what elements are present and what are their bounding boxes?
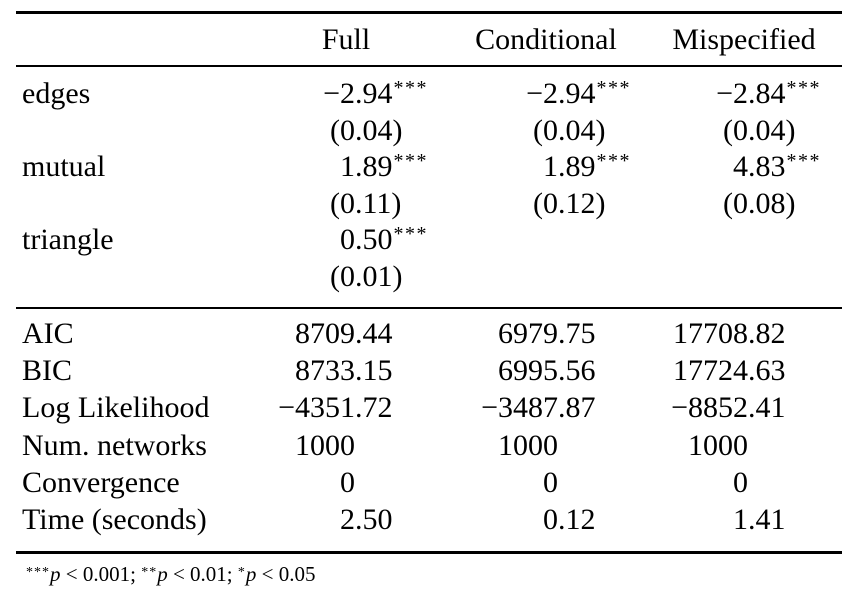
- se-value-empty: [446, 259, 646, 296]
- significance-note-part: ***p < 0.001;: [26, 562, 141, 586]
- column-header-conditional: Conditional: [475, 23, 617, 56]
- gof-value: 0: [733, 465, 748, 499]
- table-row-time: Time (seconds) 2.50 0.12 1.41: [16, 501, 842, 538]
- se-value: (0.08): [723, 186, 796, 220]
- gof-value: 0.12: [543, 502, 596, 536]
- row-label: Convergence: [22, 465, 180, 499]
- significance-stars: ***: [393, 77, 428, 99]
- threshold-text: < 0.001;: [60, 562, 142, 587]
- table-row-num-networks: Num. networks 1000 1000 1000: [16, 427, 842, 464]
- threshold-text: < 0.05: [256, 562, 316, 587]
- significance-stars: ***: [596, 150, 631, 172]
- bottom-rule: [16, 551, 842, 555]
- header-rule: [16, 65, 842, 67]
- gof-value: 17724.63: [673, 354, 786, 388]
- table-row-mutual: mutual 1.89*** 1.89*** 4.83***: [16, 149, 842, 186]
- coef-value-empty: [446, 222, 646, 262]
- gof-value: 17708.82: [673, 317, 786, 350]
- significance-stars: ***: [393, 150, 428, 172]
- significance-note-part: **p < 0.01;: [141, 562, 238, 586]
- gof-value: 1000: [688, 428, 748, 462]
- coef-value-empty: [646, 222, 842, 262]
- table-row-triangle-se: (0.01): [16, 259, 842, 296]
- significance-note-part: *p < 0.05: [238, 562, 316, 586]
- coef-value: 0.50***: [340, 223, 428, 256]
- row-label: BIC: [22, 354, 73, 388]
- table-row-aic: AIC 8709.44 6979.75 17708.82: [16, 315, 842, 352]
- significance-stars: ***: [596, 77, 631, 99]
- table-row-edges: edges −2.94*** −2.94*** −2.84***: [16, 76, 842, 113]
- row-label: Log Likelihood: [22, 391, 210, 425]
- column-header-mispecified: Mispecified: [672, 23, 816, 56]
- row-label: AIC: [22, 317, 74, 350]
- column-header-full: Full: [321, 23, 371, 56]
- regression-table: Full Conditional Mispecified edges −2.94…: [16, 11, 842, 591]
- gof-value: 1000: [295, 428, 355, 462]
- coef-value: 1.89***: [340, 150, 428, 183]
- gof-value: 1.41: [733, 502, 786, 536]
- gof-value: 6979.75: [498, 317, 596, 350]
- gof-value: 2.50: [340, 502, 393, 536]
- mid-rule: [16, 307, 842, 309]
- coef-value: −2.94***: [526, 77, 631, 110]
- table-row-mutual-se: (0.11) (0.12) (0.08): [16, 186, 842, 223]
- gof-value: 0: [340, 465, 355, 499]
- header-row: Full Conditional Mispecified: [16, 14, 842, 65]
- table-row-loglik: Log Likelihood −4351.72 −3487.87 −8852.4…: [16, 389, 842, 426]
- row-label: edges: [22, 77, 91, 110]
- row-label: mutual: [22, 150, 106, 183]
- top-rule: [16, 11, 842, 14]
- row-label: Num. networks: [22, 428, 207, 462]
- gof-value: −8852.41: [671, 391, 786, 425]
- gof-value: 8733.15: [295, 354, 393, 388]
- gof-value: 1000: [498, 428, 558, 462]
- significance-stars: ***: [786, 150, 821, 172]
- table-row-convergence: Convergence 0 0 0: [16, 464, 842, 501]
- p-symbol: p: [245, 562, 257, 587]
- threshold-text: < 0.01;: [167, 562, 238, 587]
- se-value: (0.12): [533, 186, 606, 220]
- gof-value: −4351.72: [278, 391, 393, 425]
- significance-stars: *: [237, 565, 246, 581]
- significance-note: ***p < 0.001; **p < 0.01; *p < 0.05: [16, 561, 842, 591]
- se-value-empty: [646, 259, 842, 296]
- se-value: (0.04): [723, 113, 796, 147]
- coef-value: 1.89***: [543, 150, 631, 183]
- coef-value: −2.84***: [716, 77, 821, 110]
- se-value: (0.11): [330, 186, 402, 220]
- coef-value: 4.83***: [733, 150, 821, 183]
- significance-stars: **: [141, 565, 158, 581]
- table-row-edges-se: (0.04) (0.04) (0.04): [16, 113, 842, 150]
- se-value: (0.04): [330, 113, 403, 147]
- se-value: (0.04): [533, 113, 606, 147]
- gof-section: AIC 8709.44 6979.75 17708.82 BIC 8733.15…: [16, 309, 842, 551]
- table-row-triangle: triangle 0.50***: [16, 222, 842, 259]
- p-symbol: p: [50, 562, 61, 587]
- coefficients-section: edges −2.94*** −2.94*** −2.84*** (0.04) …: [16, 67, 842, 307]
- significance-stars: ***: [26, 565, 50, 581]
- gof-value: 8709.44: [295, 317, 393, 350]
- se-value: (0.01): [330, 259, 403, 293]
- row-label: triangle: [22, 223, 114, 256]
- coef-value: −2.94***: [323, 77, 428, 110]
- gof-value: −3487.87: [481, 391, 596, 425]
- row-label: Time (seconds): [22, 502, 207, 536]
- p-symbol: p: [157, 562, 168, 587]
- gof-value: 6995.56: [498, 354, 596, 388]
- significance-stars: ***: [786, 77, 821, 99]
- gof-value: 0: [543, 465, 558, 499]
- table-row-bic: BIC 8733.15 6995.56 17724.63: [16, 352, 842, 389]
- significance-stars: ***: [393, 223, 428, 245]
